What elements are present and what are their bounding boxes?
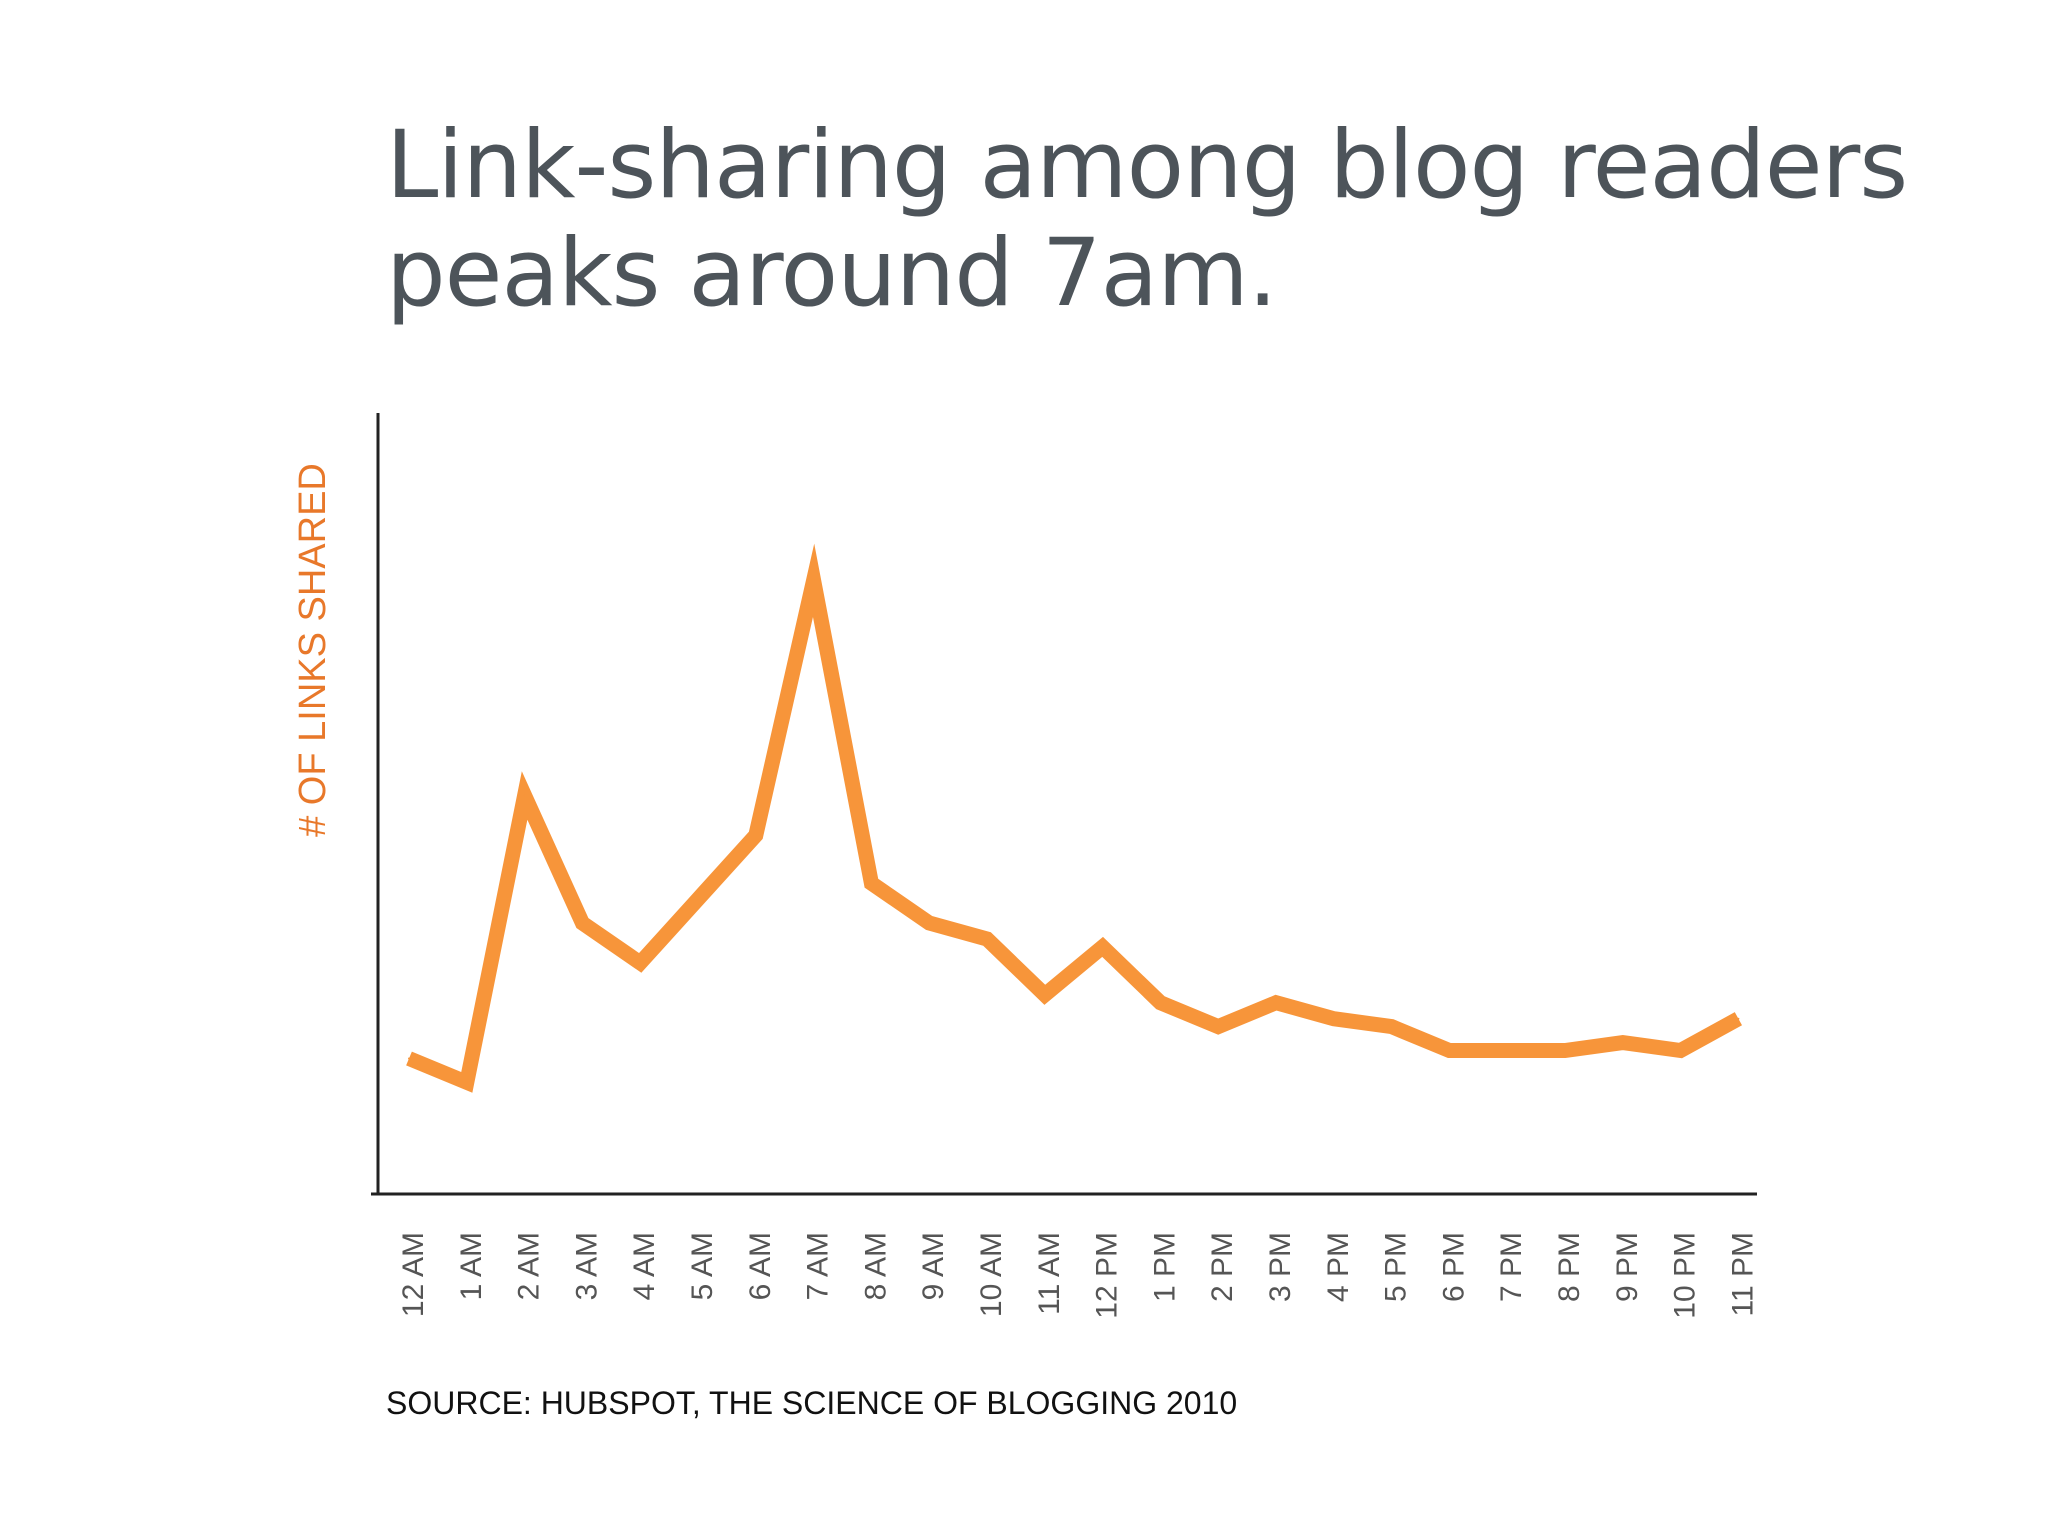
x-tick-label: 6 PM bbox=[1437, 1232, 1470, 1302]
x-tick-label: 7 PM bbox=[1495, 1232, 1528, 1302]
data-point bbox=[697, 898, 699, 901]
data-point bbox=[1332, 1017, 1335, 1020]
data-point bbox=[1217, 1025, 1220, 1028]
data-point bbox=[812, 579, 815, 582]
x-tick-label: 10 AM bbox=[975, 1232, 1008, 1317]
x-tick-label: 8 AM bbox=[859, 1232, 892, 1300]
data-point bbox=[1448, 1049, 1451, 1052]
series-line bbox=[406, 543, 1743, 1093]
data-point bbox=[523, 794, 526, 797]
data-point bbox=[1679, 1049, 1682, 1052]
data-point bbox=[928, 922, 931, 924]
x-tick-label: 5 PM bbox=[1380, 1232, 1413, 1302]
x-axis-tick-labels: 12 AM 1 AM 2 AM 3 AM 4 AM 5 AM 6 AM 7 AM 8 AM 9 A… bbox=[397, 1232, 1759, 1319]
data-point bbox=[1159, 1001, 1162, 1004]
title-line-1: Link-sharing among blog readers bbox=[386, 111, 1908, 220]
x-tick-label: 12 PM bbox=[1091, 1232, 1124, 1319]
x-tick-label: 3 PM bbox=[1264, 1232, 1297, 1302]
chart-axes bbox=[371, 413, 1757, 1196]
x-tick-label: 2 AM bbox=[513, 1232, 546, 1300]
x-tick-label: 10 PM bbox=[1669, 1232, 1702, 1319]
data-point bbox=[986, 938, 988, 940]
slide-title: Link-sharing among blog readers peaks ar… bbox=[386, 112, 2026, 328]
y-axis-label: # OF LINKS SHARED bbox=[292, 463, 334, 837]
data-point bbox=[1621, 1041, 1624, 1044]
data-point bbox=[581, 922, 584, 924]
x-tick-label: 4 AM bbox=[628, 1232, 661, 1300]
x-tick-label: 7 AM bbox=[802, 1232, 835, 1300]
title-line-2: peaks around 7am. bbox=[386, 219, 1278, 328]
x-tick-label: 2 PM bbox=[1206, 1232, 1239, 1302]
x-tick-label: 9 AM bbox=[917, 1232, 950, 1300]
x-tick-label: 9 PM bbox=[1611, 1232, 1644, 1302]
x-tick-label: 1 AM bbox=[455, 1232, 488, 1300]
data-point bbox=[754, 834, 757, 837]
data-point bbox=[1564, 1049, 1566, 1052]
x-tick-label: 11 PM bbox=[1726, 1232, 1759, 1316]
x-tick-label: 6 AM bbox=[744, 1232, 777, 1300]
data-point bbox=[870, 882, 873, 885]
data-point bbox=[1101, 945, 1104, 948]
data-point bbox=[1737, 1017, 1740, 1020]
data-point bbox=[408, 1057, 410, 1060]
x-tick-label: 8 PM bbox=[1553, 1232, 1586, 1302]
chart-series bbox=[406, 543, 1743, 1093]
x-tick-label: 12 AM bbox=[397, 1232, 430, 1317]
x-tick-label: 5 AM bbox=[686, 1232, 719, 1300]
data-point bbox=[639, 961, 642, 964]
data-point bbox=[1275, 1001, 1277, 1004]
data-point bbox=[465, 1081, 468, 1084]
x-tick-label: 3 AM bbox=[570, 1232, 603, 1300]
data-point bbox=[1506, 1049, 1509, 1052]
x-tick-label: 11 AM bbox=[1033, 1232, 1066, 1315]
x-tick-label: 1 PM bbox=[1148, 1232, 1181, 1302]
data-point bbox=[1043, 993, 1046, 996]
x-tick-label: 4 PM bbox=[1322, 1232, 1355, 1302]
data-point bbox=[1390, 1025, 1393, 1028]
source-note: SOURCE: HUBSPOT, THE SCIENCE OF BLOGGING… bbox=[386, 1385, 1238, 1421]
